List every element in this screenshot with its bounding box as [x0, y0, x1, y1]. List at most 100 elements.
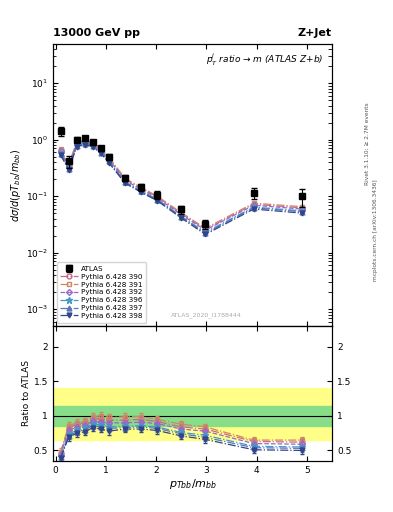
Pythia 6.428 396	[107, 158, 111, 164]
Pythia 6.428 391	[179, 209, 184, 216]
Pythia 6.428 390	[179, 210, 184, 217]
X-axis label: $p_{Tbb}/m_{bb}$: $p_{Tbb}/m_{bb}$	[169, 477, 217, 492]
Pythia 6.428 397	[74, 143, 79, 149]
Pythia 6.428 392	[203, 227, 208, 233]
Pythia 6.428 391	[99, 145, 103, 152]
Pythia 6.428 396	[251, 204, 256, 210]
Text: 13000 GeV pp: 13000 GeV pp	[53, 28, 140, 38]
Pythia 6.428 396	[299, 208, 304, 214]
Pythia 6.428 390	[155, 194, 160, 200]
Pythia 6.428 392	[58, 148, 63, 155]
Pythia 6.428 396	[66, 165, 71, 172]
Pythia 6.428 398	[90, 143, 95, 150]
Pythia 6.428 391	[203, 225, 208, 231]
Pythia 6.428 397	[123, 179, 127, 185]
Y-axis label: Ratio to ATLAS: Ratio to ATLAS	[22, 360, 31, 426]
Pythia 6.428 391	[299, 204, 304, 210]
Pythia 6.428 391	[66, 162, 71, 168]
Pythia 6.428 398	[179, 215, 184, 221]
Y-axis label: $d\sigma/d(pT_{bb}/m_{bb})$: $d\sigma/d(pT_{bb}/m_{bb})$	[9, 148, 23, 222]
Pythia 6.428 398	[123, 180, 127, 186]
Pythia 6.428 392	[90, 141, 95, 147]
Pythia 6.428 391	[83, 137, 87, 143]
Pythia 6.428 391	[74, 139, 79, 145]
Pythia 6.428 392	[155, 195, 160, 201]
Pythia 6.428 397	[83, 141, 87, 147]
Pythia 6.428 396	[99, 148, 103, 155]
Line: Pythia 6.428 392: Pythia 6.428 392	[59, 140, 304, 232]
Pythia 6.428 392	[251, 202, 256, 208]
Pythia 6.428 392	[107, 156, 111, 162]
Pythia 6.428 397	[155, 197, 160, 203]
Pythia 6.428 396	[83, 140, 87, 146]
Pythia 6.428 390	[123, 176, 127, 182]
Pythia 6.428 391	[139, 184, 143, 190]
Pythia 6.428 397	[139, 188, 143, 195]
Pythia 6.428 396	[90, 142, 95, 148]
Pythia 6.428 397	[66, 166, 71, 172]
Pythia 6.428 392	[66, 164, 71, 170]
Pythia 6.428 391	[90, 139, 95, 145]
Pythia 6.428 397	[299, 208, 304, 215]
Text: mcplots.cern.ch [arXiv:1306.3436]: mcplots.cern.ch [arXiv:1306.3436]	[373, 180, 378, 281]
Line: Pythia 6.428 398: Pythia 6.428 398	[58, 142, 304, 237]
Pythia 6.428 396	[203, 229, 208, 235]
Pythia 6.428 391	[251, 200, 256, 206]
Pythia 6.428 390	[99, 146, 103, 153]
Text: p$_T^j$ ratio → m (ATLAS Z+b): p$_T^j$ ratio → m (ATLAS Z+b)	[206, 52, 324, 68]
Pythia 6.428 398	[107, 160, 111, 166]
Pythia 6.428 396	[155, 196, 160, 202]
Pythia 6.428 391	[155, 193, 160, 199]
Pythia 6.428 398	[66, 167, 71, 173]
Pythia 6.428 398	[139, 189, 143, 195]
Pythia 6.428 398	[203, 231, 208, 238]
Pythia 6.428 396	[139, 188, 143, 194]
Pythia 6.428 390	[251, 201, 256, 207]
Pythia 6.428 391	[107, 154, 111, 160]
Pythia 6.428 397	[90, 143, 95, 149]
Pythia 6.428 392	[74, 141, 79, 147]
Pythia 6.428 397	[203, 230, 208, 237]
Line: Pythia 6.428 390: Pythia 6.428 390	[58, 139, 304, 231]
Pythia 6.428 396	[179, 213, 184, 219]
Line: Pythia 6.428 397: Pythia 6.428 397	[58, 141, 304, 236]
Pythia 6.428 390	[107, 155, 111, 161]
Pythia 6.428 398	[83, 142, 87, 148]
Pythia 6.428 390	[203, 226, 208, 232]
Pythia 6.428 398	[251, 206, 256, 212]
Text: ATLAS_2020_I1788444: ATLAS_2020_I1788444	[171, 312, 242, 318]
Pythia 6.428 390	[66, 162, 71, 168]
Pythia 6.428 396	[58, 150, 63, 156]
Pythia 6.428 396	[123, 179, 127, 185]
Pythia 6.428 398	[74, 143, 79, 150]
Pythia 6.428 392	[83, 139, 87, 145]
Pythia 6.428 398	[155, 198, 160, 204]
Pythia 6.428 398	[58, 152, 63, 158]
Pythia 6.428 390	[74, 140, 79, 146]
Pythia 6.428 396	[74, 142, 79, 148]
Pythia 6.428 398	[299, 210, 304, 216]
Pythia 6.428 397	[58, 151, 63, 157]
Pythia 6.428 397	[179, 214, 184, 220]
Text: Z+Jet: Z+Jet	[298, 28, 332, 38]
Pythia 6.428 390	[299, 205, 304, 211]
Pythia 6.428 390	[139, 185, 143, 191]
Text: Rivet 3.1.10; ≥ 2.7M events: Rivet 3.1.10; ≥ 2.7M events	[365, 102, 370, 185]
Pythia 6.428 391	[123, 175, 127, 181]
Pythia 6.428 392	[139, 186, 143, 193]
Pythia 6.428 390	[58, 147, 63, 153]
Pythia 6.428 392	[123, 177, 127, 183]
Pythia 6.428 397	[251, 205, 256, 211]
Pythia 6.428 391	[58, 146, 63, 153]
Pythia 6.428 392	[299, 206, 304, 212]
Pythia 6.428 397	[99, 150, 103, 156]
Legend: ATLAS, Pythia 6.428 390, Pythia 6.428 391, Pythia 6.428 392, Pythia 6.428 396, P: ATLAS, Pythia 6.428 390, Pythia 6.428 39…	[57, 262, 146, 323]
Pythia 6.428 390	[83, 138, 87, 144]
Line: Pythia 6.428 391: Pythia 6.428 391	[58, 138, 304, 231]
Pythia 6.428 392	[179, 211, 184, 218]
Pythia 6.428 398	[99, 151, 103, 157]
Pythia 6.428 397	[107, 158, 111, 164]
Pythia 6.428 390	[90, 140, 95, 146]
Pythia 6.428 392	[99, 147, 103, 154]
Line: Pythia 6.428 396: Pythia 6.428 396	[57, 140, 305, 236]
